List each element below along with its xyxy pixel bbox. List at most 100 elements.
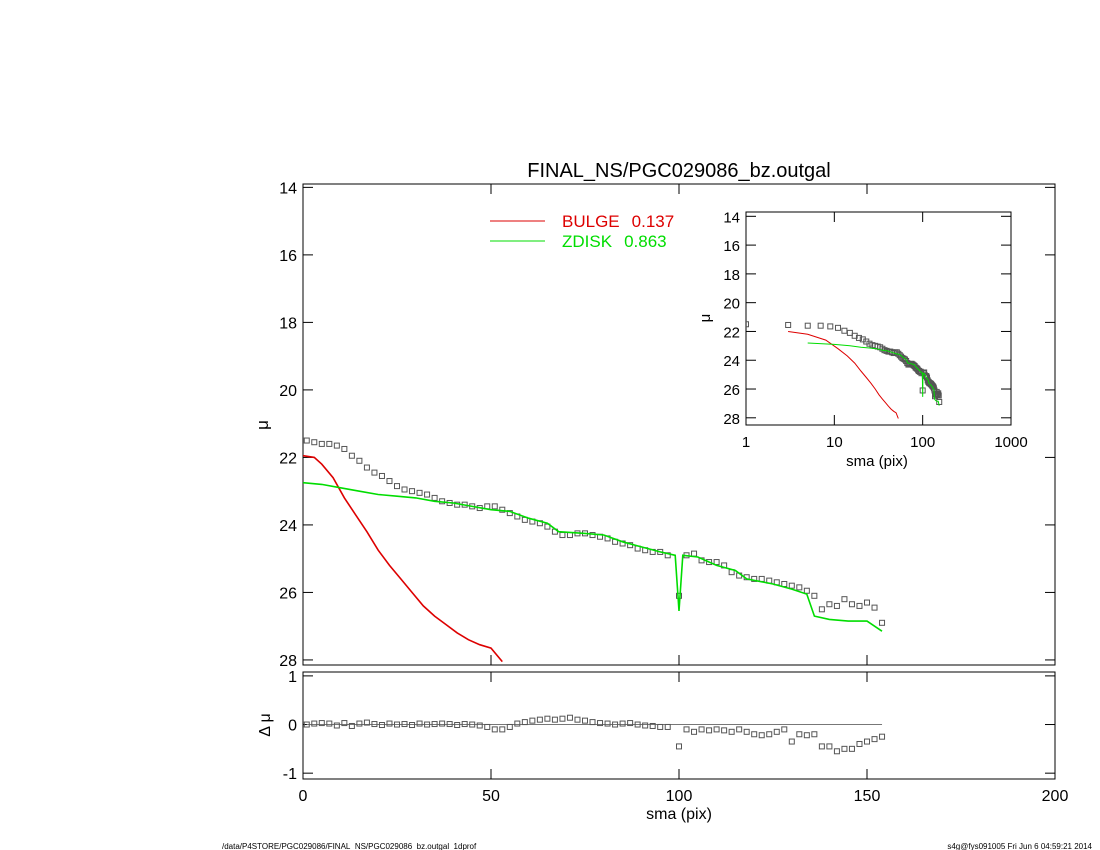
data-point bbox=[469, 721, 476, 728]
data-point bbox=[566, 714, 573, 721]
y-tick-label: 1 bbox=[288, 669, 297, 686]
legend-fraction: 0.863 bbox=[624, 232, 667, 251]
data-point bbox=[416, 720, 423, 727]
y-tick-label: 24 bbox=[279, 518, 297, 535]
data-point bbox=[326, 720, 333, 727]
data-point bbox=[521, 719, 528, 726]
data-point bbox=[746, 321, 749, 328]
data-point bbox=[326, 440, 333, 447]
data-point bbox=[788, 582, 795, 589]
data-point bbox=[476, 722, 483, 729]
data-point bbox=[856, 740, 863, 747]
data-point bbox=[311, 720, 318, 727]
y-tick-label: 28 bbox=[723, 411, 740, 428]
y-tick-label: 22 bbox=[279, 450, 297, 467]
chart-title: FINAL_NS/PGC029086_bz.outgal bbox=[527, 160, 831, 182]
footer-path: /data/P4STORE/PGC029086/FINAL_NS/PGC0290… bbox=[222, 842, 477, 850]
data-point bbox=[826, 601, 833, 608]
data-point bbox=[766, 731, 773, 738]
y-tick-label: 20 bbox=[723, 296, 740, 313]
data-point bbox=[454, 722, 461, 729]
data-point bbox=[311, 439, 318, 446]
data-point bbox=[698, 726, 705, 733]
data-point bbox=[785, 321, 792, 328]
y-tick-label: 26 bbox=[279, 585, 297, 602]
data-point bbox=[424, 721, 431, 728]
x-tick-label: 0 bbox=[299, 788, 308, 805]
data-point bbox=[871, 604, 878, 611]
data-point bbox=[341, 445, 348, 452]
data-point bbox=[923, 373, 930, 380]
data-point bbox=[574, 716, 581, 723]
data-point bbox=[841, 745, 848, 752]
data-point bbox=[386, 720, 393, 727]
data-point bbox=[827, 323, 834, 330]
y-tick-label: 24 bbox=[723, 353, 740, 370]
data-point bbox=[409, 722, 416, 729]
data-point bbox=[484, 723, 491, 730]
data-point bbox=[879, 619, 886, 626]
data-point bbox=[499, 726, 506, 733]
data-point bbox=[683, 726, 690, 733]
x-tick-label: 50 bbox=[482, 788, 500, 805]
x-tick-label: 1000 bbox=[994, 434, 1027, 451]
data-point bbox=[589, 719, 596, 726]
data-point bbox=[721, 727, 728, 734]
data-point bbox=[649, 722, 656, 729]
data-point bbox=[833, 748, 840, 755]
data-point bbox=[431, 721, 438, 728]
data-point bbox=[676, 592, 682, 599]
data-point bbox=[356, 720, 363, 727]
y-tick-label: 18 bbox=[723, 267, 740, 284]
data-point bbox=[856, 602, 863, 609]
data-point bbox=[431, 494, 438, 501]
y-tick-label: 14 bbox=[279, 180, 297, 197]
data-point bbox=[506, 723, 513, 730]
data-point bbox=[871, 736, 878, 743]
data-point bbox=[864, 738, 870, 745]
data-point bbox=[333, 722, 340, 729]
data-point bbox=[303, 437, 310, 444]
data-point bbox=[394, 721, 400, 728]
data-point bbox=[751, 575, 758, 582]
data-point bbox=[803, 732, 810, 739]
data-point bbox=[514, 720, 521, 727]
data-point bbox=[461, 721, 468, 728]
footer-stamp: s4g@fys091005 Fri Jun 6 04:59:21 2014 bbox=[947, 842, 1092, 850]
data-point bbox=[619, 720, 626, 727]
x-tick-label: 1 bbox=[742, 434, 750, 451]
data-point bbox=[333, 442, 340, 449]
y-axis-label: μ bbox=[253, 420, 272, 430]
data-point bbox=[394, 483, 400, 490]
data-point bbox=[386, 478, 393, 485]
data-point bbox=[935, 392, 942, 399]
data-point bbox=[424, 491, 431, 498]
data-point bbox=[758, 732, 765, 739]
data-point bbox=[657, 723, 664, 730]
data-point bbox=[818, 743, 825, 750]
y-tick-label: 20 bbox=[279, 383, 297, 400]
y-tick-label: 16 bbox=[723, 238, 740, 255]
data-point bbox=[879, 733, 886, 740]
data-point bbox=[378, 722, 385, 729]
data-point bbox=[751, 731, 758, 738]
data-point bbox=[848, 745, 855, 752]
data-point bbox=[691, 728, 698, 735]
data-point bbox=[736, 726, 743, 733]
data-point bbox=[544, 715, 551, 722]
y-tick-label: 22 bbox=[723, 324, 740, 341]
model-line bbox=[303, 454, 503, 663]
data-point bbox=[604, 720, 611, 727]
data-point bbox=[676, 743, 682, 750]
data-point bbox=[378, 472, 385, 479]
data-point bbox=[804, 322, 811, 329]
data-point bbox=[371, 469, 378, 476]
data-point bbox=[551, 716, 558, 723]
data-point bbox=[491, 726, 498, 733]
data-point bbox=[841, 596, 848, 603]
y-tick-label: 16 bbox=[279, 248, 297, 265]
data-point bbox=[864, 599, 870, 606]
data-point bbox=[773, 728, 780, 735]
y-tick-label: 18 bbox=[279, 315, 297, 332]
